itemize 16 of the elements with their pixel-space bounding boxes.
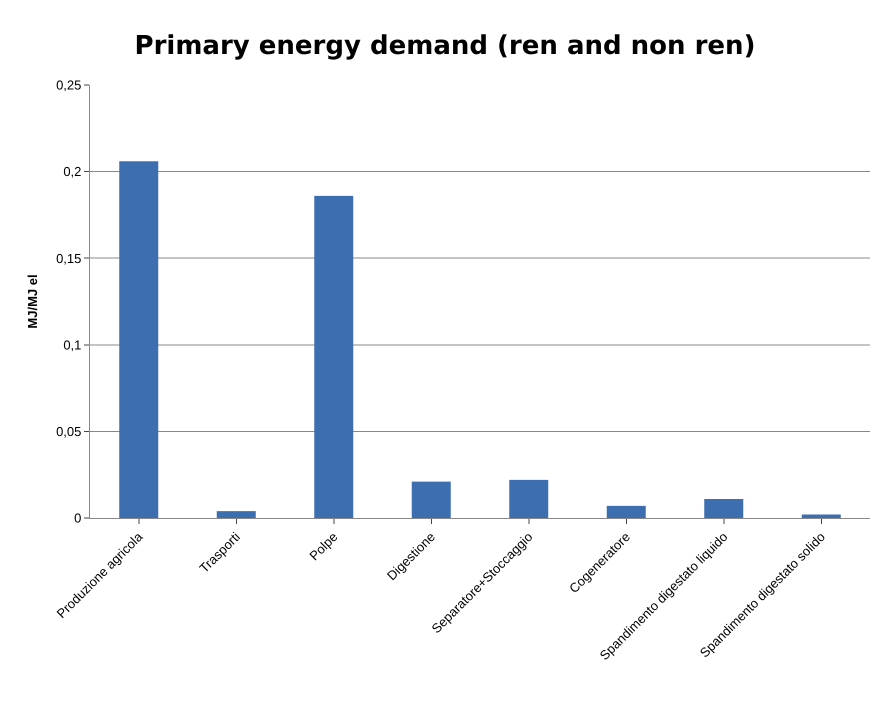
y-tick-label: 0,2 — [63, 164, 82, 180]
bar — [314, 196, 354, 518]
y-tick-label: 0,1 — [63, 337, 82, 352]
bar — [509, 480, 548, 518]
y-axis-title: MJ/MJ el — [25, 274, 40, 329]
bar — [216, 511, 256, 518]
bar — [606, 506, 646, 518]
y-tick-label: 0,25 — [56, 78, 82, 93]
bar — [119, 161, 158, 518]
y-tick-label: 0,15 — [56, 250, 82, 266]
bar — [412, 482, 451, 518]
bar — [802, 514, 841, 518]
chart-title: Primary energy demand (ren and non ren) — [134, 31, 756, 62]
bar — [704, 498, 744, 518]
y-tick-label: 0,05 — [56, 424, 82, 439]
y-tick-label: 0 — [74, 510, 82, 526]
